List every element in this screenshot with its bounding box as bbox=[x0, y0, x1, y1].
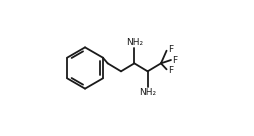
Text: F: F bbox=[168, 45, 173, 54]
Text: F: F bbox=[168, 66, 173, 75]
Text: F: F bbox=[172, 55, 177, 64]
Text: NH₂: NH₂ bbox=[126, 38, 143, 47]
Text: NH₂: NH₂ bbox=[139, 88, 156, 97]
